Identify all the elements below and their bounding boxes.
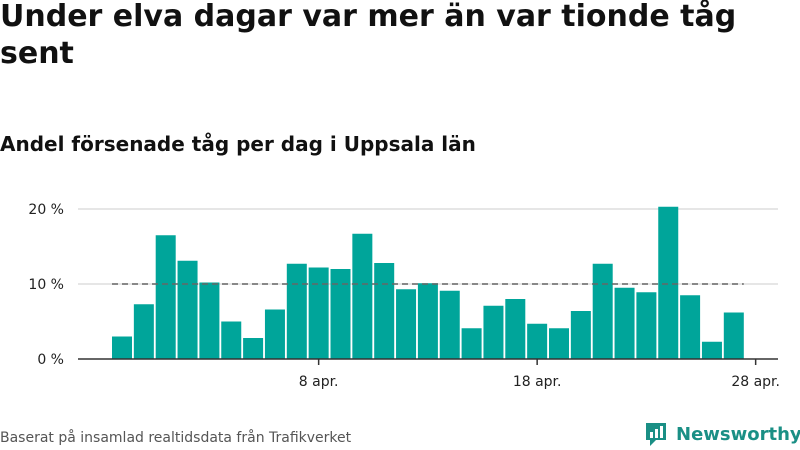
bar	[636, 292, 657, 359]
bar	[155, 235, 176, 359]
bar	[614, 287, 635, 359]
bar	[527, 323, 548, 359]
bar	[112, 336, 132, 359]
y-tick-label: 0 %	[37, 352, 64, 368]
bar	[592, 263, 613, 359]
bar	[461, 328, 482, 359]
brand-name: Newsworthy	[676, 423, 800, 445]
bar	[243, 338, 264, 359]
bar	[177, 260, 198, 359]
chart-title: Under elva dagar var mer än var tionde t…	[0, 0, 737, 71]
bar	[308, 267, 329, 359]
chart-subtitle: Andel försenade tåg per dag i Uppsala lä…	[0, 132, 476, 156]
bar	[723, 312, 744, 359]
x-tick-label: 8 apr.	[299, 374, 339, 390]
x-tick-label: 28 apr.	[731, 374, 780, 390]
bar	[199, 282, 220, 359]
bar	[286, 263, 307, 359]
bar	[658, 206, 679, 359]
y-tick-label: 10 %	[28, 277, 64, 293]
bar	[396, 289, 417, 359]
newsworthy-chart-logo-icon	[646, 423, 666, 446]
y-tick-label: 20 %	[28, 202, 64, 218]
source-note: Baserat på insamlad realtidsdata från Tr…	[0, 430, 352, 446]
bar	[133, 304, 154, 359]
bars	[112, 206, 744, 359]
bar	[352, 233, 373, 359]
bar	[264, 309, 285, 359]
bar	[701, 341, 722, 359]
bar	[374, 263, 395, 359]
bar	[439, 290, 460, 359]
bar	[570, 311, 591, 359]
bar	[680, 295, 701, 359]
axes: 0 % 10 % 20 % 8 apr. 18 apr. 28 apr.	[28, 202, 780, 390]
bar	[221, 321, 242, 359]
bar	[505, 299, 526, 359]
bar	[483, 305, 504, 359]
bar	[330, 269, 351, 359]
bar	[549, 328, 569, 359]
bar	[417, 283, 438, 359]
brand-logo[interactable]: Newsworthy	[644, 420, 800, 448]
x-tick-label: 18 apr.	[513, 374, 562, 390]
